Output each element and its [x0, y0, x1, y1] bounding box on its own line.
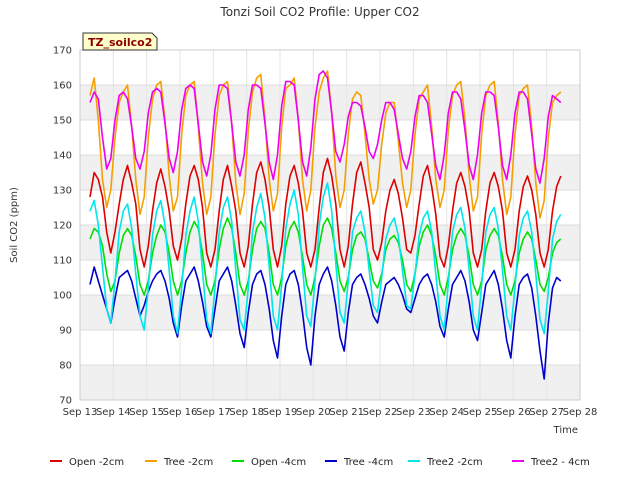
legend: Open -2cm Tree -2cm Open -4cm Tree -4cm Tree… — [50, 457, 590, 468]
grid-band — [80, 225, 580, 260]
legend-label: Tree2 -2cm — [426, 457, 483, 468]
y-tick-label: 160 — [53, 81, 72, 92]
legend-entry-6: Tree2 - 4cm — [512, 457, 590, 468]
grid-band — [80, 295, 580, 330]
x-tick-label: Sep 22 — [363, 407, 398, 418]
badge-label: TZ_soilco2 — [88, 36, 152, 49]
x-axis-title: Time — [553, 425, 578, 436]
legend-entry-2: Tree -2cm — [145, 457, 213, 468]
series-lines — [89, 70, 562, 380]
badge-box — [82, 32, 158, 51]
plot-frame — [79, 49, 581, 401]
series-line-4 — [89, 266, 562, 380]
x-tick-label: Sep 26 — [496, 407, 531, 418]
grid-band — [80, 365, 580, 400]
y-tick-label: 150 — [53, 116, 72, 127]
x-tick-label: Sep 19 — [263, 407, 298, 418]
x-tick-label: Sep 20 — [296, 407, 331, 418]
legend-label: Tree -4cm — [343, 457, 393, 468]
y-tick-label: 140 — [53, 151, 72, 162]
chart-title: Tonzi Soil CO2 Profile: Upper CO2 — [219, 5, 419, 19]
x-tick-label: Sep 15 — [129, 407, 164, 418]
series-line-1 — [89, 157, 562, 268]
axes — [79, 49, 581, 401]
y-tick-label: 170 — [53, 46, 72, 57]
grid-band — [80, 155, 580, 190]
y-tick-label: 70 — [59, 396, 72, 407]
x-tick-label: Sep 24 — [429, 407, 464, 418]
y-tick-label: 130 — [53, 186, 72, 197]
y-tick-label: 120 — [53, 221, 72, 232]
y-axis-title: Soil CO2 (ppm) — [9, 187, 20, 263]
legend-label: Open -2cm — [69, 457, 124, 468]
legend-entry-4: Tree -4cm — [325, 457, 393, 468]
x-tick-label: Sep 13 — [63, 407, 98, 418]
y-tick-label: 110 — [53, 256, 72, 267]
x-tick-label: Sep 27 — [529, 407, 564, 418]
y-axis-ticks: 70 80 90 100 110 120 130 140 150 160 170 — [53, 46, 72, 407]
legend-label: Tree2 - 4cm — [530, 457, 590, 468]
series-line-6 — [89, 70, 562, 184]
x-tick-label: Sep 21 — [329, 407, 364, 418]
x-tick-label: Sep 16 — [163, 407, 198, 418]
legend-entry-1: Open -2cm — [50, 457, 124, 468]
legend-label: Open -4cm — [251, 457, 306, 468]
site-badge: TZ_soilco2 — [82, 32, 158, 51]
y-tick-label: 100 — [53, 291, 72, 302]
legend-entry-5: Tree2 -2cm — [408, 457, 483, 468]
legend-entry-3: Open -4cm — [232, 457, 306, 468]
x-tick-label: Sep 25 — [463, 407, 498, 418]
legend-label: Tree -2cm — [163, 457, 213, 468]
x-tick-label: Sep 23 — [396, 407, 431, 418]
x-tick-label: Sep 17 — [196, 407, 231, 418]
x-tick-label: Sep 28 — [563, 407, 598, 418]
x-tick-label: Sep 18 — [229, 407, 264, 418]
y-tick-label: 80 — [59, 361, 72, 372]
series-line-5 — [89, 182, 562, 335]
y-tick-label: 90 — [59, 326, 72, 337]
x-tick-label: Sep 14 — [96, 407, 131, 418]
